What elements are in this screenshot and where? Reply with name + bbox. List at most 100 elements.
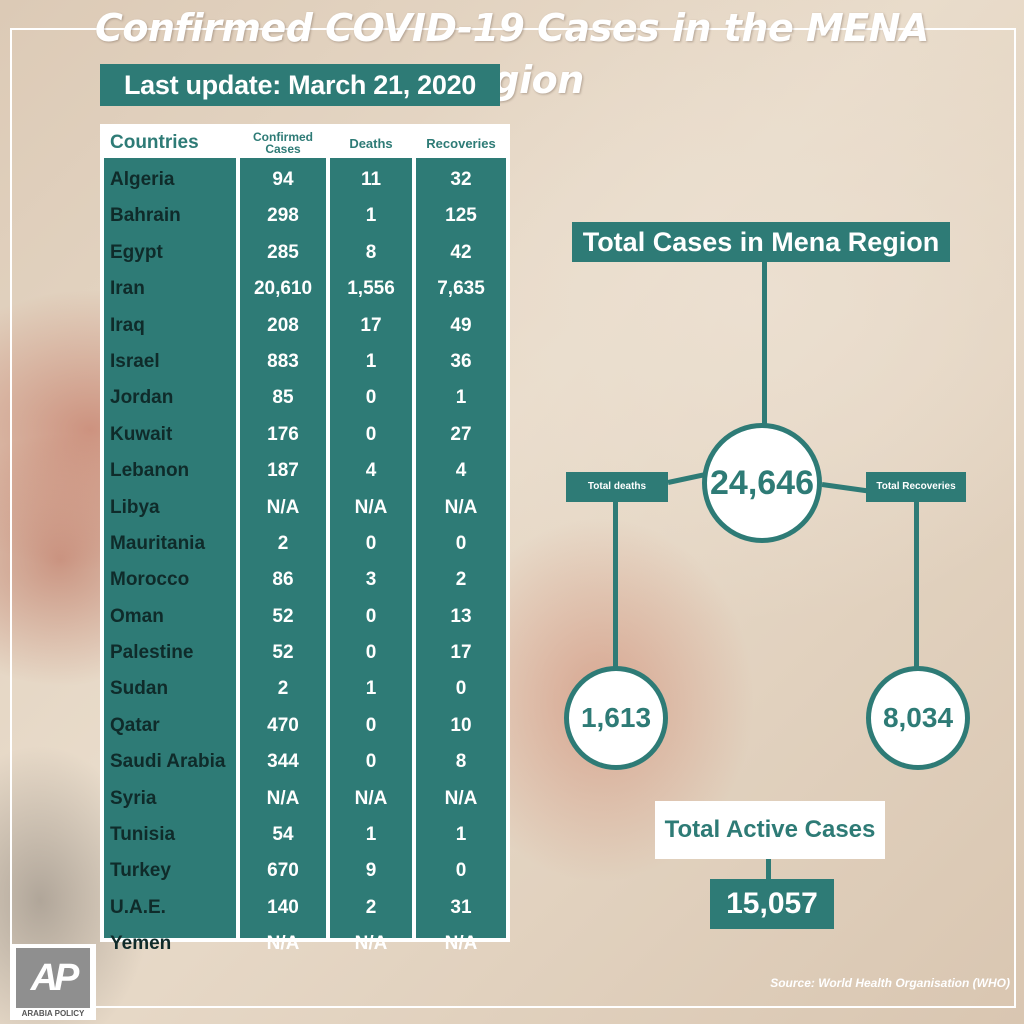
confirmed-value: 344 (267, 751, 299, 773)
deaths-value: 1 (365, 824, 377, 846)
confirmed-value: 20,610 (253, 278, 313, 300)
confirmed-value: 187 (267, 460, 299, 482)
deaths-value: 1 (365, 350, 377, 372)
last-update-banner: Last update: March 21, 2020 (100, 64, 500, 106)
confirmed-value: 94 (272, 169, 294, 190)
recoveries-value: 13 (450, 605, 472, 627)
deaths-value: N/A (354, 787, 388, 809)
country-name: Sudan (110, 678, 169, 700)
confirmed-value: 176 (267, 423, 299, 445)
total-cases-circle: 24,646 (702, 423, 822, 543)
country-name: Egypt (110, 241, 163, 263)
recoveries-value: 1 (455, 824, 467, 846)
white-frame-border (10, 28, 1016, 1008)
confirmed-value: N/A (266, 496, 300, 518)
deaths-value: 1,556 (347, 278, 395, 300)
total-deaths-value: 1,613 (580, 702, 652, 733)
deaths-value: N/A (354, 933, 388, 955)
recoveries-value: 8 (455, 751, 467, 773)
table-row: Morocco 86 3 2 (104, 562, 506, 598)
recoveries-value: 32 (450, 169, 472, 190)
header-countries: Countries (104, 128, 236, 158)
deaths-value: 0 (365, 605, 377, 627)
table-row: Turkey 670 9 0 (104, 853, 506, 889)
table-row: Syria N/A N/A N/A (104, 781, 506, 817)
confirmed-value: 670 (267, 860, 299, 882)
table-row: Iraq 208 17 49 (104, 308, 506, 344)
confirmed-value: 54 (272, 824, 294, 846)
confirmed-value: 470 (267, 714, 299, 736)
recoveries-value: 1 (455, 387, 467, 409)
recoveries-value: 10 (450, 714, 472, 736)
recoveries-value: 0 (455, 532, 467, 554)
table-row: Algeria 94 11 32 (104, 162, 506, 198)
country-name: Qatar (110, 714, 160, 736)
country-name: Bahrain (110, 205, 181, 227)
confirmed-value: 52 (272, 605, 294, 627)
confirmed-value: 298 (267, 205, 299, 227)
table-row: Jordan 85 0 1 (104, 380, 506, 416)
deaths-value: 0 (365, 642, 377, 664)
recoveries-value: 4 (455, 460, 467, 482)
total-cases-value: 24,646 (710, 463, 814, 502)
recoveries-value: 27 (450, 423, 472, 445)
recoveries-value: 49 (450, 314, 472, 336)
country-name: Morocco (110, 569, 190, 591)
logo-mark: AP (16, 948, 90, 1008)
table-row: Lebanon 187 4 4 (104, 453, 506, 489)
confirmed-value: 86 (272, 569, 294, 591)
column-divider (236, 128, 240, 942)
deaths-value: 0 (365, 714, 377, 736)
country-name: Mauritania (110, 532, 206, 554)
table-row: Saudi Arabia 344 0 8 (104, 744, 506, 780)
recoveries-value: 42 (450, 241, 472, 263)
table-row: Iran 20,610 1,556 7,635 (104, 271, 506, 307)
cases-table: Countries Confirmed Cases Deaths Recover… (100, 124, 510, 954)
table-row: Bahrain 298 1 125 (104, 198, 506, 234)
connector-line (914, 502, 919, 670)
recoveries-value: 31 (450, 896, 472, 918)
column-divider (326, 128, 330, 942)
source-note: Source: World Health Organisation (WHO) (770, 976, 1010, 990)
deaths-value: N/A (354, 496, 388, 518)
table-header: Countries Confirmed Cases Deaths Recover… (104, 128, 506, 162)
table-body: Algeria 94 11 32 Bahrain 298 1 125 Egypt 285 8 42 Ir… (104, 162, 506, 963)
table-row: Oman 52 0 13 (104, 599, 506, 635)
table-row: Egypt 285 8 42 (104, 235, 506, 271)
country-name: Palestine (110, 642, 194, 664)
recoveries-value: N/A (444, 933, 478, 955)
deaths-value: 0 (365, 387, 377, 409)
page-title: Confirmed COVID-19 Cases in the MENA Reg… (95, 6, 929, 102)
confirmed-value: 285 (267, 241, 299, 263)
country-name: Syria (110, 787, 157, 809)
header-confirmed-cases: Confirmed Cases (240, 128, 326, 158)
deaths-value: 3 (365, 569, 377, 591)
country-name: Libya (110, 496, 160, 518)
recoveries-value: 2 (455, 569, 467, 591)
confirmed-value: N/A (266, 787, 300, 809)
recoveries-value: N/A (444, 496, 478, 518)
country-name: U.A.E. (110, 896, 166, 918)
connector-line (766, 859, 771, 879)
country-name: Turkey (110, 860, 171, 882)
total-recoveries-value: 8,034 (882, 702, 954, 733)
confirmed-value: 2 (277, 678, 289, 700)
total-deaths-label: Total deaths (566, 472, 668, 502)
header-recoveries: Recoveries (416, 128, 506, 158)
table-row: U.A.E. 140 2 31 (104, 890, 506, 926)
table-row: Palestine 52 0 17 (104, 635, 506, 671)
confirmed-value: 2 (277, 532, 289, 554)
recoveries-value: 36 (450, 350, 472, 372)
connector-line (762, 262, 767, 428)
deaths-value: 9 (365, 860, 377, 882)
deaths-value: 0 (365, 423, 377, 445)
deaths-value: 1 (365, 205, 377, 227)
deaths-value: 1 (365, 678, 377, 700)
country-name: Lebanon (110, 460, 190, 482)
deaths-value: 2 (365, 896, 377, 918)
table-row: Sudan 2 1 0 (104, 671, 506, 707)
table-row: Yemen N/A N/A N/A (104, 926, 506, 962)
header-deaths: Deaths (330, 128, 412, 158)
country-name: Kuwait (110, 423, 173, 445)
table-row: Tunisia 54 1 1 (104, 817, 506, 853)
